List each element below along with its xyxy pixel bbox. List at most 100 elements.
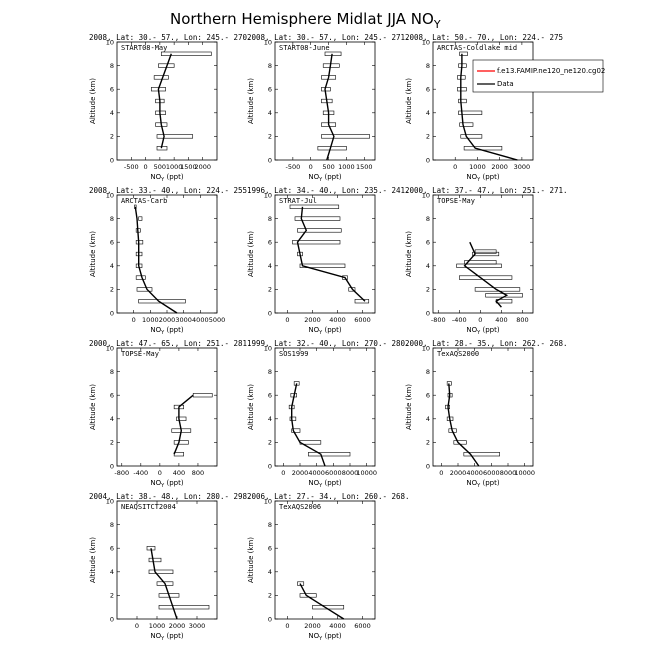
panel-name: TexAQS2006 <box>279 503 321 511</box>
profile-panel: 2000, Lat: 47.- 65., Lon: 251.- 281. TOPS… <box>89 339 252 489</box>
data-range-box <box>297 228 342 233</box>
panel-name: TOPSE-May <box>121 350 159 358</box>
data-range-box <box>458 98 467 104</box>
y-tick-label: 2 <box>426 133 430 141</box>
data-range-box <box>135 240 144 245</box>
y-tick-label: 6 <box>426 86 430 94</box>
y-tick-label: 0 <box>268 309 272 317</box>
panel-header: 2008, Lat: 33.- 40., Lon: 224.- 255. <box>89 186 252 195</box>
data-range-box <box>158 605 210 610</box>
data-range-box <box>156 134 194 139</box>
x-tick-label: -800 <box>114 469 129 477</box>
y-tick-label: 2 <box>268 592 272 600</box>
data-range-box <box>456 263 502 268</box>
y-tick-label: 2 <box>268 286 272 294</box>
x-axis-label: NOY (ppt) <box>150 479 183 489</box>
data-profile-line <box>291 383 326 467</box>
x-tick-label: 6000 <box>354 622 371 630</box>
y-tick-label: 4 <box>110 262 114 270</box>
y-tick-label: 4 <box>268 109 272 117</box>
data-range-box <box>292 240 341 245</box>
plot-frame <box>116 41 218 161</box>
panel-header: 2000, Lat: 28.- 35., Lon: 262.- 268. <box>405 339 568 348</box>
x-tick-label: 3000 <box>175 316 192 324</box>
data-profile-line <box>299 583 345 620</box>
x-axis-label: NOY (ppt) <box>308 479 341 489</box>
y-tick-label: 10 <box>106 344 114 352</box>
data-range-box <box>463 452 500 457</box>
y-tick-label: 4 <box>110 109 114 117</box>
y-tick-label: 8 <box>268 521 272 529</box>
plot-frame <box>432 347 534 467</box>
y-tick-label: 8 <box>268 368 272 376</box>
data-range-box <box>464 260 497 265</box>
y-tick-label: 4 <box>426 109 430 117</box>
x-tick-label: 0 <box>281 469 285 477</box>
data-range-box <box>460 134 483 139</box>
x-tick-label: 1000 <box>142 316 159 324</box>
legend-model-label: f.e13.FAMIP.ne120_ne120.cg02 <box>497 67 605 75</box>
x-axis-label: NOY (ppt) <box>308 326 341 336</box>
y-axis-label: Altitude (km) <box>89 537 97 583</box>
y-tick-label: 10 <box>106 191 114 199</box>
data-range-box <box>192 393 213 398</box>
figure-title: Northern Hemisphere Midlat JJA NOY <box>170 10 441 31</box>
plot-frame <box>274 500 376 620</box>
y-tick-label: 4 <box>426 262 430 270</box>
data-range-box <box>136 287 153 292</box>
data-range-box <box>472 251 500 257</box>
data-profile-line <box>447 383 480 467</box>
x-tick-label: 0 <box>285 316 289 324</box>
y-axis-label: Altitude (km) <box>247 384 255 430</box>
y-tick-label: 6 <box>268 392 272 400</box>
data-profile-line <box>296 206 366 302</box>
x-tick-label: 6000 <box>325 469 342 477</box>
x-axis-label: NOY (ppt) <box>150 632 183 642</box>
data-range-box <box>457 87 467 92</box>
x-tick-label: 1500 <box>180 163 197 171</box>
y-tick-label: 6 <box>268 86 272 94</box>
data-range-box <box>148 557 162 563</box>
data-range-box <box>317 146 347 151</box>
data-profile-line <box>173 394 194 455</box>
y-tick-label: 10 <box>106 497 114 505</box>
y-tick-label: 4 <box>268 262 272 270</box>
x-tick-label: 2000 <box>491 163 508 171</box>
x-tick-label: 800 <box>516 316 528 324</box>
x-tick-label: 500 <box>154 163 166 171</box>
y-tick-label: 6 <box>268 545 272 553</box>
x-axis-label: NOY (ppt) <box>466 326 499 336</box>
data-range-box <box>138 216 143 221</box>
y-tick-label: 8 <box>426 215 430 223</box>
panel-header: 2004, Lat: 38.- 48., Lon: 280.- 298. <box>89 492 252 501</box>
legend-box <box>472 59 604 93</box>
plot-frame <box>274 347 376 467</box>
x-tick-label: 400 <box>495 316 507 324</box>
profile-panel: 2004, Lat: 38.- 48., Lon: 280.- 298. NEAQ… <box>89 492 252 642</box>
y-tick-label: 4 <box>426 415 430 423</box>
panel-header: 2000, Lat: 37.- 47., Lon: 251.- 271. <box>405 186 568 195</box>
panel-header: 2008, Lat: 50.- 70., Lon: 224.- 275 <box>405 33 563 42</box>
panel-header: 2008, Lat: 30.- 57., Lon: 245.- 270. <box>89 33 252 42</box>
y-tick-label: 0 <box>110 309 114 317</box>
y-tick-label: 8 <box>268 215 272 223</box>
data-range-box <box>463 146 503 151</box>
data-profile-line <box>460 53 518 161</box>
panel-name: STRAT-Jul <box>279 197 317 205</box>
x-tick-label: 0 <box>158 469 162 477</box>
data-range-box <box>459 51 468 56</box>
profile-panel: 2000, Lat: 28.- 35., Lon: 262.- 268. TexA… <box>405 339 568 489</box>
y-axis-label: Altitude (km) <box>89 231 97 277</box>
y-tick-label: 2 <box>110 133 114 141</box>
y-tick-label: 0 <box>268 615 272 623</box>
x-tick-label: 2000 <box>194 163 211 171</box>
y-tick-label: 10 <box>422 191 430 199</box>
x-tick-label: 10000 <box>356 469 377 477</box>
y-tick-label: 6 <box>110 86 114 94</box>
x-tick-label: 2000 <box>292 469 309 477</box>
y-tick-label: 6 <box>426 239 430 247</box>
plot-frame <box>116 347 218 467</box>
y-tick-label: 0 <box>426 309 430 317</box>
profile-panel: 2008, Lat: 30.- 57., Lon: 245.- 271. STAR… <box>247 33 410 183</box>
plot-frame <box>116 194 218 314</box>
